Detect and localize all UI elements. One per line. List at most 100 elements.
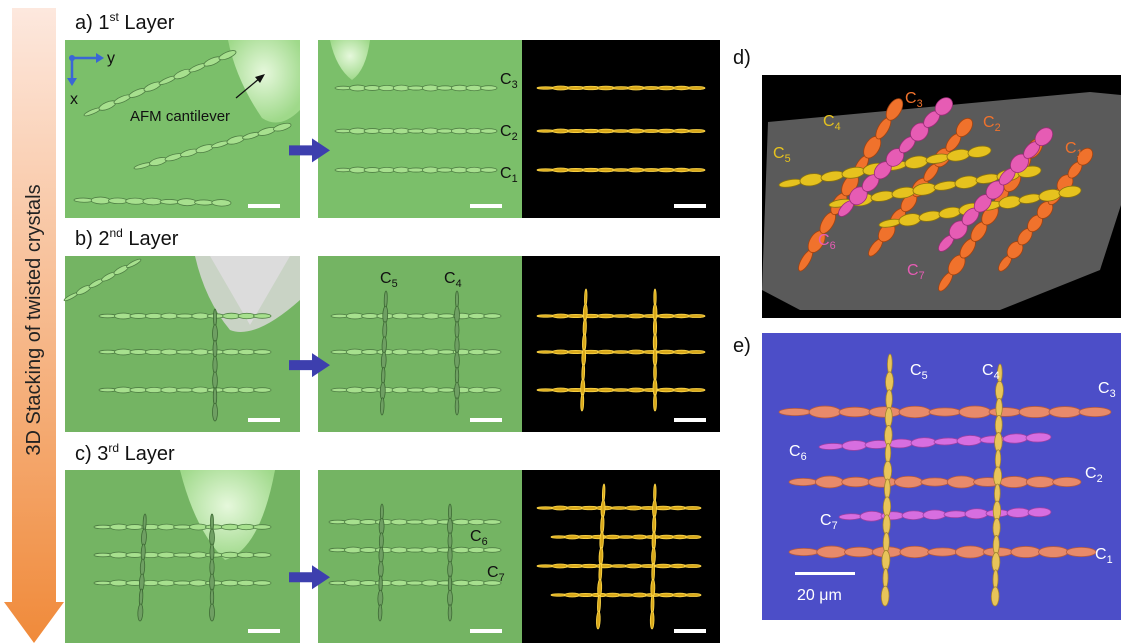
crystal-segment: [189, 580, 207, 586]
label-sub: 4: [456, 278, 462, 290]
crystal-segment: [468, 580, 485, 585]
crystal-segment: [114, 349, 131, 355]
panel-letter: d): [733, 47, 751, 69]
crystal-segment: [580, 379, 585, 396]
crystal-segment: [378, 561, 383, 577]
crystal-segment: [625, 564, 642, 568]
crystal-segment: [160, 199, 179, 204]
crystal-segment: [393, 85, 410, 91]
crystal-segment: [995, 450, 1001, 469]
crystal-segment: [174, 553, 192, 557]
crystal-segment: [583, 304, 588, 321]
crystal-segment: [654, 394, 657, 411]
crystal-segment: [684, 506, 701, 509]
crystal-segment: [1039, 547, 1069, 558]
label-sub: 5: [922, 370, 928, 382]
label-base: C: [500, 165, 512, 182]
crystal-segment: [382, 337, 387, 354]
crystal-segment: [658, 350, 675, 354]
crystal-segment: [688, 129, 705, 132]
label-base: C: [500, 71, 512, 88]
label-base: C: [820, 512, 832, 529]
crystal-segment: [468, 313, 485, 318]
crystal-segment: [391, 547, 408, 553]
label-sub: 2: [1097, 473, 1103, 485]
crystal-segment: [582, 168, 599, 172]
crystal-segment: [537, 565, 554, 567]
crystal-segment: [688, 86, 705, 89]
crystal-segment: [1028, 507, 1051, 517]
crystal-segment: [466, 128, 483, 133]
crystal-segment: [114, 387, 131, 393]
crystal-segment: [407, 350, 424, 354]
crystal-segment: [213, 388, 216, 406]
crystal-segment: [484, 314, 501, 319]
crystal-segment: [110, 552, 128, 558]
crystal-segment: [484, 350, 501, 355]
figure: 3D Stacking of twisted crystals yxAFM ca…: [0, 0, 1121, 643]
crystal-segment: [567, 314, 584, 317]
crystal-segment: [364, 168, 381, 173]
crystal-segment: [381, 352, 386, 369]
crystal-segment: [628, 350, 645, 354]
crystal-segment: [451, 85, 468, 91]
crystal-segment: [650, 611, 654, 629]
crystal-segment: [393, 167, 410, 173]
crystal-segment: [673, 86, 690, 90]
label-base: C: [470, 528, 482, 545]
crystal-segment: [145, 349, 162, 354]
crystal-segment: [329, 520, 346, 524]
crystal-segment: [375, 547, 392, 552]
crystal-segment: [174, 525, 192, 529]
crystal-segment: [329, 581, 346, 585]
crystal-segment: [537, 351, 554, 353]
crystal-segment: [468, 387, 485, 392]
crystal-segment: [1007, 508, 1030, 518]
crystal-segment: [673, 168, 690, 172]
crystal-segment: [670, 564, 687, 568]
crystal-segment: [583, 319, 587, 336]
crystal-segment: [422, 85, 439, 91]
crystal-segment: [407, 314, 424, 318]
crystal-segment: [885, 443, 891, 463]
fluorescence-image: [522, 256, 720, 432]
crystal-segment: [161, 349, 178, 355]
crystal-segment: [839, 513, 862, 520]
crystal-segment: [612, 351, 629, 354]
crystal-segment: [362, 388, 379, 393]
crystal-segment: [379, 128, 396, 133]
crystal-segment: [596, 564, 613, 568]
crystal-segment: [995, 381, 1003, 400]
scale-bar: [470, 204, 502, 208]
crystal-segment: [192, 387, 209, 393]
crystal-segment: [346, 349, 363, 355]
crystal-segment: [382, 321, 387, 338]
crystal-segment: [422, 547, 439, 553]
title-text: Layer: [119, 12, 175, 34]
crystal-segment: [651, 579, 655, 597]
label-sub: 1: [512, 173, 518, 185]
crystal-segment: [643, 169, 660, 172]
crystal-segment: [238, 313, 255, 318]
crystal-segment: [468, 349, 485, 354]
crystal-segment: [192, 349, 209, 355]
label-sub: 4: [835, 121, 841, 133]
crystal-segment: [176, 388, 193, 392]
title-sup: rd: [108, 441, 119, 455]
crystal-segment: [658, 168, 675, 172]
crystal-segment: [466, 167, 483, 172]
crystal-segment: [883, 461, 891, 481]
crystal-segment: [379, 576, 383, 592]
crystal-segment: [652, 500, 656, 518]
crystal-segment: [844, 547, 874, 557]
crystal-segment: [567, 350, 584, 353]
crystal-segment: [423, 313, 440, 319]
crystal-segment: [1019, 406, 1051, 417]
crystal-segment: [448, 562, 453, 578]
crystal-segment: [406, 548, 423, 552]
crystal-segment: [379, 518, 384, 534]
crystal-segment: [158, 552, 176, 558]
crystal-segment: [673, 350, 690, 354]
axis-label: x: [70, 91, 78, 108]
crystal-segment: [581, 394, 584, 411]
